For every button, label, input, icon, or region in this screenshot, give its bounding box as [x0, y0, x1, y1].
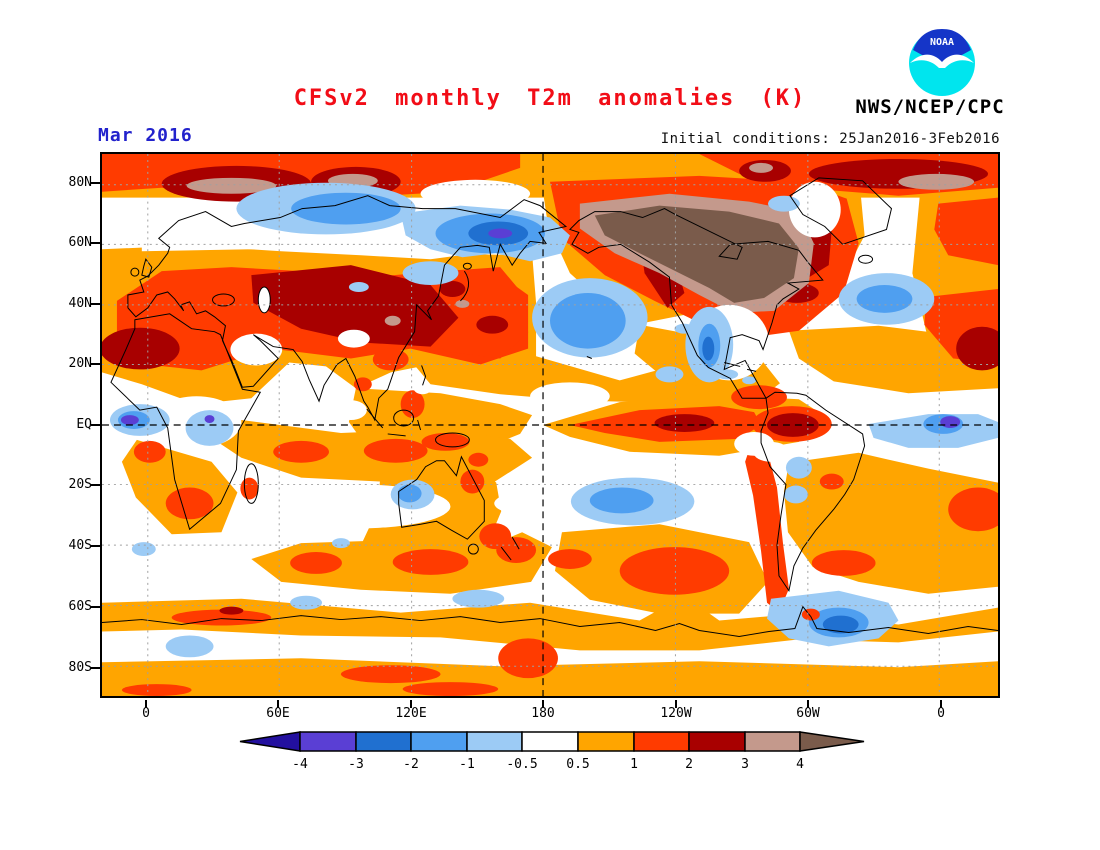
colorbar-label: -3: [348, 757, 364, 772]
anomaly-map: [100, 152, 1000, 698]
axis-tick: [91, 242, 100, 244]
lat-label: 20S: [68, 477, 92, 492]
colorbar-segment: [410, 731, 468, 752]
colorbar-label: 0.5: [566, 757, 589, 772]
axis-tick: [91, 303, 100, 305]
colorbar-segment: [688, 731, 746, 752]
axis-tick: [91, 545, 100, 547]
lon-label: 0: [937, 706, 945, 721]
colorbar-label: 1: [630, 757, 638, 772]
noaa-logo: NOAA: [906, 26, 978, 98]
colorbar-arrow-right: [799, 731, 865, 752]
coastlines: [102, 177, 998, 637]
lat-label: 60S: [68, 599, 92, 614]
colorbar-segment: [744, 731, 801, 752]
lat-label: 60N: [68, 235, 92, 250]
colorbar-label: -1: [459, 757, 475, 772]
axis-tick: [807, 700, 809, 708]
axis-tick: [145, 700, 147, 708]
colorbar-segment: [577, 731, 635, 752]
lat-label: 20N: [68, 356, 92, 371]
colorbar-segment: [466, 731, 523, 752]
lon-label: 60E: [266, 706, 290, 721]
axis-tick: [91, 606, 100, 608]
lon-label: 0: [142, 706, 150, 721]
axis-tick: [940, 700, 942, 708]
forecast-month-label: Mar 2016: [98, 125, 193, 146]
colorbar-segment: [633, 731, 690, 752]
colorbar-segment: [299, 731, 357, 752]
axis-tick: [675, 700, 677, 708]
lat-label: 80N: [68, 175, 92, 190]
axis-tick: [91, 363, 100, 365]
colorbar-segment: [355, 731, 412, 752]
colorbar-segment: [521, 731, 579, 752]
axis-tick: [277, 700, 279, 708]
colorbar: -4 -3 -2 -1 -0.5 0.5 1 2 3 4: [232, 730, 872, 774]
lat-label: 80S: [68, 660, 92, 675]
lon-label: 120E: [395, 706, 427, 721]
axis-tick: [91, 424, 100, 426]
axis-tick: [542, 700, 544, 708]
colorbar-label: 2: [685, 757, 693, 772]
initial-conditions-label: Initial conditions: 25Jan2016-3Feb2016: [660, 131, 1000, 147]
colorbar-label: 4: [796, 757, 804, 772]
noaa-logo-icon: NOAA: [909, 29, 975, 96]
axis-tick: [91, 667, 100, 669]
axis-tick: [91, 182, 100, 184]
noaa-logo-text: NOAA: [930, 37, 954, 48]
gridlines: [102, 154, 998, 696]
org-label: NWS/NCEP/CPC: [855, 96, 1005, 118]
lat-label: 40S: [68, 538, 92, 553]
axis-tick: [410, 700, 412, 708]
colorbar-label: 3: [741, 757, 749, 772]
lon-label: 60W: [796, 706, 820, 721]
colorbar-label: -4: [292, 757, 308, 772]
axis-tick: [91, 484, 100, 486]
colorbar-label: -0.5: [506, 757, 537, 772]
page-title: CFSv2 monthly T2m anomalies (K): [293, 86, 807, 111]
lat-label: 40N: [68, 296, 92, 311]
lon-label: 180: [531, 706, 555, 721]
lat-label: EQ: [76, 417, 92, 432]
lon-label: 120W: [660, 706, 692, 721]
colorbar-arrow-left: [239, 731, 301, 752]
colorbar-label: -2: [403, 757, 419, 772]
